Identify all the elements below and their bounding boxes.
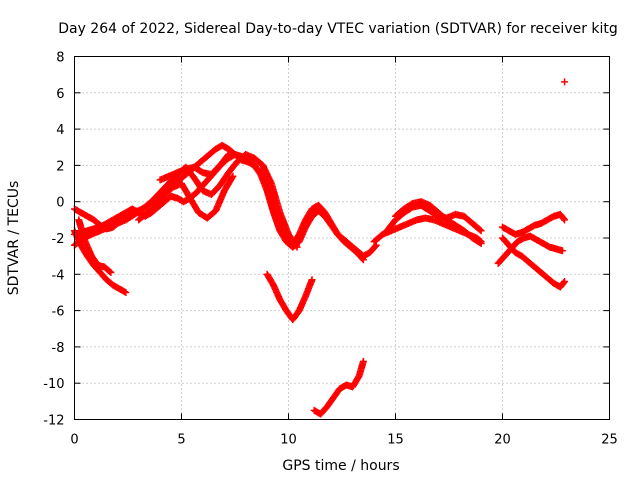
y-tick-label: -8 xyxy=(52,341,65,356)
series-track-7 xyxy=(156,151,233,184)
data-point xyxy=(224,152,232,160)
data-point xyxy=(122,288,130,296)
data-point xyxy=(561,278,569,286)
data-point xyxy=(358,255,366,263)
x-tick-label: 10 xyxy=(280,433,297,448)
y-tick-label: -12 xyxy=(43,414,64,429)
grid-layer xyxy=(74,56,610,420)
series-track-8 xyxy=(263,270,316,324)
y-tick-label: 0 xyxy=(56,196,64,211)
y-axis-label: SDTVAR / TECUs xyxy=(6,181,22,296)
data-point xyxy=(107,268,115,276)
x-tick-label: 25 xyxy=(601,433,618,448)
y-tick-label: 4 xyxy=(56,123,64,138)
series-track-13 xyxy=(499,210,569,238)
series-outlier xyxy=(561,78,569,86)
x-tick-label: 15 xyxy=(387,433,404,448)
series-track-6 xyxy=(135,172,237,224)
series-track-3 xyxy=(71,151,301,251)
series-track-5 xyxy=(75,216,115,276)
series-track-9 xyxy=(310,357,367,418)
y-tick-label: -6 xyxy=(52,305,65,320)
data-point xyxy=(561,216,569,224)
x-tick-label: 5 xyxy=(177,433,185,448)
data-point xyxy=(228,174,236,182)
tick-layer: 0 5 10 15 20 25 -12 -10 -8 -6 -4 -2 0 2 4 6 8 xyxy=(43,51,618,448)
data-point xyxy=(560,215,568,223)
chart-title: Day 264 of 2022, Sidereal Day-to-day VTE… xyxy=(58,21,618,37)
data-point xyxy=(229,172,237,180)
data-point xyxy=(293,243,301,251)
y-tick-label: -2 xyxy=(52,232,65,247)
y-tick-label: -4 xyxy=(52,268,65,283)
y-tick-label: 2 xyxy=(56,159,64,174)
series-track-15 xyxy=(499,234,569,291)
data-point xyxy=(308,276,316,284)
y-tick-label: -10 xyxy=(43,377,64,392)
data-point xyxy=(359,256,367,264)
data-point xyxy=(225,151,233,159)
data-point xyxy=(476,226,484,234)
x-tick-label: 20 xyxy=(494,433,511,448)
data-point xyxy=(560,279,568,287)
series-track-12 xyxy=(392,198,485,247)
data-point xyxy=(106,268,114,276)
data-point xyxy=(359,357,367,365)
series-track-4 xyxy=(71,227,130,296)
data-point xyxy=(561,78,569,86)
y-tick-label: 6 xyxy=(56,87,64,102)
y-tick-label: 8 xyxy=(56,51,64,66)
series-layer xyxy=(71,78,569,418)
data-point xyxy=(477,239,485,247)
x-axis-label: GPS time / hours xyxy=(282,458,399,474)
data-point xyxy=(558,247,566,255)
x-tick-label: 0 xyxy=(70,433,78,448)
plot-frame xyxy=(74,56,610,420)
data-point xyxy=(476,239,484,247)
data-point xyxy=(292,242,300,250)
data-point xyxy=(477,227,485,235)
